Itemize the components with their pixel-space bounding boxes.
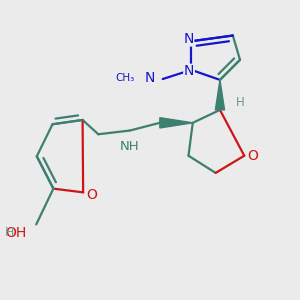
Text: H: H xyxy=(4,226,14,239)
Text: O: O xyxy=(86,188,97,202)
Text: OH: OH xyxy=(5,226,26,240)
Polygon shape xyxy=(160,118,193,128)
Text: CH₃: CH₃ xyxy=(116,73,135,83)
Polygon shape xyxy=(215,80,224,110)
Text: O: O xyxy=(248,149,258,163)
Text: N: N xyxy=(184,64,194,78)
Text: N: N xyxy=(183,32,194,46)
Text: H: H xyxy=(236,96,244,109)
Text: N: N xyxy=(145,71,155,85)
Text: NH: NH xyxy=(120,140,140,153)
